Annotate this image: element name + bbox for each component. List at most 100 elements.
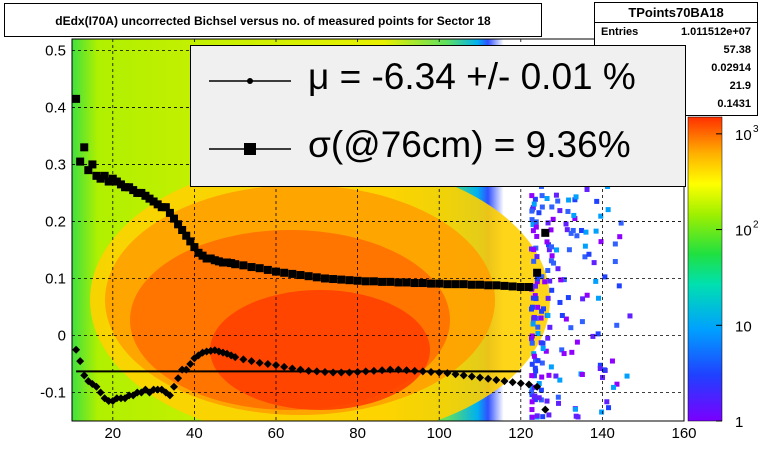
mu-point bbox=[153, 385, 162, 394]
mu-point bbox=[247, 357, 256, 366]
sigma-point bbox=[353, 276, 362, 285]
density-pixel bbox=[535, 358, 541, 364]
density-pixel bbox=[556, 400, 562, 406]
sigma-point bbox=[329, 275, 338, 284]
sigma-point bbox=[96, 174, 105, 183]
density-pixel bbox=[593, 228, 599, 234]
density-pixel bbox=[536, 381, 542, 387]
mu-point bbox=[76, 357, 85, 366]
density-pixel bbox=[572, 197, 578, 203]
density-pixel bbox=[568, 230, 574, 236]
mu-point bbox=[272, 361, 280, 370]
mu-point bbox=[541, 405, 550, 414]
density-pixel bbox=[557, 377, 563, 383]
density-pixel bbox=[546, 372, 552, 378]
density-pixel bbox=[566, 247, 572, 253]
sigma-point bbox=[186, 237, 195, 246]
density-pixel bbox=[618, 220, 624, 226]
density-pixel bbox=[538, 387, 544, 393]
density-pixel bbox=[573, 194, 579, 200]
series-sigma-markers bbox=[72, 94, 550, 292]
legend-sigma-symbol bbox=[209, 143, 291, 155]
density-pixel bbox=[529, 361, 535, 367]
density-pixel bbox=[546, 247, 552, 253]
density-pixel bbox=[553, 192, 559, 198]
density-pixel bbox=[604, 399, 610, 405]
density-pixel bbox=[535, 324, 541, 330]
density-pixel bbox=[586, 251, 592, 257]
density-pixel bbox=[535, 331, 541, 337]
density-pixel bbox=[624, 373, 630, 379]
density-pixel bbox=[572, 406, 578, 412]
density-pixel bbox=[612, 259, 618, 265]
mu-point bbox=[255, 358, 264, 367]
sigma-point bbox=[508, 282, 517, 291]
legend-box: μ = -6.34 +/- 0.01 % σ(@76cm) = 9.36% bbox=[190, 45, 686, 187]
density-pixel bbox=[579, 319, 585, 325]
density-pixel bbox=[579, 371, 585, 377]
mu-point bbox=[410, 366, 419, 375]
mu-point bbox=[304, 366, 313, 375]
density-pixel bbox=[548, 227, 554, 233]
density-pixel bbox=[539, 193, 545, 199]
sigma-point bbox=[231, 260, 240, 269]
mu-point bbox=[149, 385, 158, 394]
sigma-point bbox=[378, 277, 387, 286]
mu-point bbox=[288, 364, 297, 373]
sigma-point bbox=[443, 280, 452, 289]
stats-entries-value: 1.011512e+07 bbox=[680, 26, 751, 38]
density-pixel bbox=[598, 239, 604, 245]
density-pixel bbox=[548, 364, 554, 370]
mu-point bbox=[280, 362, 289, 371]
density-pixel bbox=[545, 295, 551, 301]
mu-point bbox=[435, 368, 444, 377]
legend-entry-sigma: σ(@76cm) = 9.36% bbox=[191, 118, 685, 178]
density-pixel bbox=[616, 283, 622, 289]
y-tick-label: 0.1 bbox=[45, 270, 66, 287]
density-pixel bbox=[571, 212, 577, 218]
density-pixel bbox=[579, 228, 585, 234]
density-pixel bbox=[591, 260, 597, 266]
density-pixel bbox=[544, 239, 550, 245]
stats-entries-label: Entries bbox=[601, 26, 639, 38]
density-pixel bbox=[597, 365, 603, 371]
mu-point bbox=[369, 366, 378, 375]
stats-value-1: 57.38 bbox=[723, 44, 751, 56]
density-pixel bbox=[569, 349, 575, 355]
density-pixel bbox=[594, 198, 600, 204]
density-pixel bbox=[532, 196, 538, 202]
x-tick-label: 60 bbox=[268, 425, 285, 442]
x-tick-label: 120 bbox=[508, 425, 533, 442]
sigma-point bbox=[112, 177, 121, 186]
legend-sigma-text: σ(@76cm) = 9.36% bbox=[308, 124, 631, 165]
density-pixel bbox=[529, 373, 535, 379]
mu-point bbox=[361, 367, 370, 376]
density-pixel bbox=[530, 205, 536, 211]
mu-point bbox=[467, 372, 476, 381]
sigma-point bbox=[121, 183, 130, 192]
density-pixel bbox=[563, 221, 569, 227]
density-pixel bbox=[529, 389, 535, 395]
sigma-point bbox=[137, 188, 146, 197]
density-pixel bbox=[602, 274, 608, 280]
y-tick-label: 0 bbox=[58, 327, 66, 344]
sigma-point bbox=[108, 174, 117, 183]
density-pixel bbox=[549, 287, 555, 293]
density-pixel bbox=[531, 351, 537, 357]
sigma-point bbox=[72, 94, 81, 103]
mu-point bbox=[533, 382, 542, 391]
series-mu-markers bbox=[72, 345, 550, 414]
density-pixel bbox=[609, 358, 615, 364]
mu-point bbox=[178, 365, 187, 374]
sigma-point bbox=[198, 251, 207, 260]
density-pixel bbox=[605, 207, 611, 213]
density-pixel bbox=[549, 253, 555, 259]
density-pixel bbox=[540, 345, 546, 351]
sigma-point bbox=[459, 280, 468, 289]
sigma-point bbox=[223, 258, 232, 267]
density-pixel bbox=[544, 398, 550, 404]
density-pixel bbox=[554, 247, 560, 253]
density-pixel bbox=[612, 241, 618, 247]
title-box: dEdx(I70A) uncorrected Bichsel versus no… bbox=[4, 3, 542, 37]
